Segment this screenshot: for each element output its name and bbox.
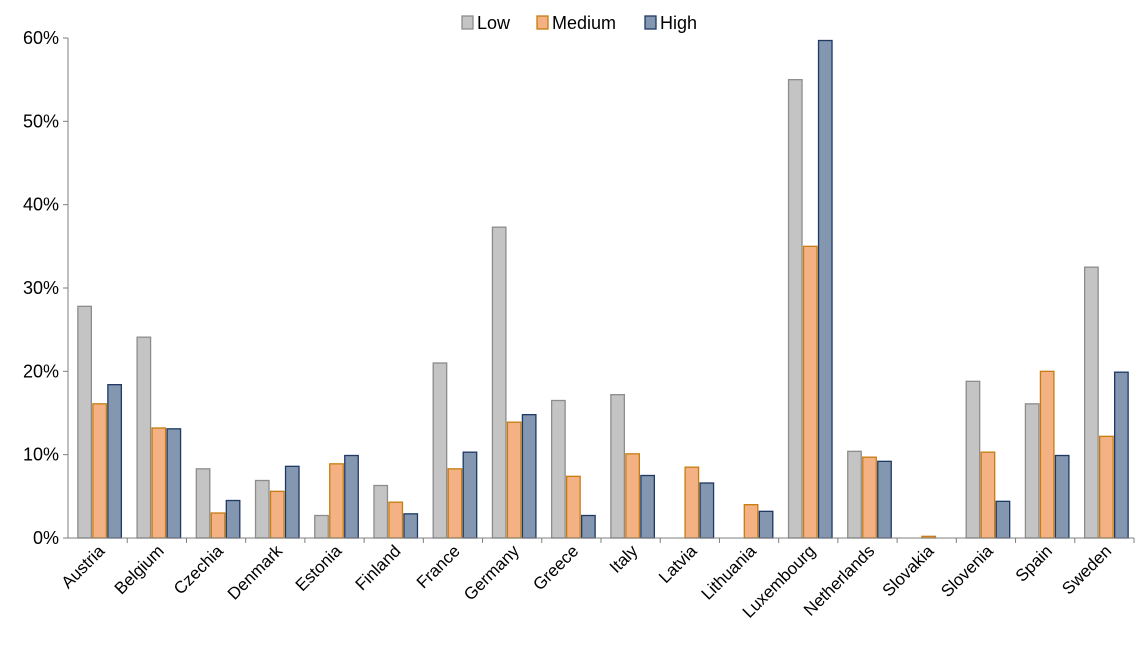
bar-high-slovenia: [995, 500, 1011, 539]
bar-high-spain: [1054, 454, 1070, 539]
legend-swatch-high: [644, 15, 657, 30]
bar-high-estonia: [344, 454, 359, 539]
bar-low-france: [432, 362, 448, 539]
x-category-label: Lithuania: [698, 541, 761, 604]
x-category-label: Greece: [529, 541, 582, 594]
legend-swatch-medium: [536, 15, 549, 30]
legend-label-low: Low: [477, 13, 511, 33]
x-category-label: Finland: [352, 541, 405, 594]
bar-low-belgium: [136, 336, 152, 539]
bar-high-latvia: [699, 482, 715, 539]
bar-medium-belgium: [151, 427, 167, 539]
y-tick-label: 10%: [23, 445, 59, 465]
bar-high-denmark: [284, 465, 300, 539]
bar-medium-sweden: [1098, 435, 1114, 539]
bar-high-belgium: [166, 428, 182, 539]
bar-medium-greece: [565, 475, 581, 539]
x-category-label: Italy: [606, 541, 642, 577]
x-category-label: Czechia: [170, 541, 227, 598]
x-category-label: Latvia: [655, 541, 701, 587]
x-category-label: France: [413, 541, 464, 592]
bar-medium-luxembourg: [802, 245, 818, 539]
bar-medium-austria: [92, 403, 108, 539]
bar-low-italy: [610, 394, 626, 539]
bar-low-slovenia: [965, 380, 981, 539]
y-axis: 0% 10% 20% 30% 40% 50% 60%: [23, 28, 69, 548]
bar-low-germany: [491, 226, 507, 539]
y-tick-label: 50%: [23, 111, 59, 131]
bar-medium-france: [447, 468, 463, 539]
bar-low-sweden: [1083, 266, 1099, 539]
bar-high-austria: [107, 384, 123, 539]
y-tick-label: 30%: [23, 278, 59, 298]
bar-high-france: [462, 451, 478, 539]
bar-low-denmark: [254, 479, 270, 539]
bar-medium-czechia: [210, 512, 226, 539]
y-tick-label: 0%: [33, 528, 59, 548]
bar-low-finland: [373, 484, 389, 539]
bar-medium-netherlands: [862, 456, 877, 539]
bar-medium-germany: [506, 421, 522, 539]
bar-medium-finland: [388, 501, 404, 539]
bar-medium-denmark: [269, 490, 285, 539]
x-category-label: Sweden: [1058, 541, 1115, 598]
bar-high-finland: [403, 513, 419, 539]
x-category-label: Estonia: [292, 541, 346, 595]
legend-label-medium: Medium: [552, 13, 616, 33]
bar-medium-slovenia: [980, 451, 996, 539]
bar-medium-lithuania: [743, 504, 759, 539]
bar-medium-latvia: [684, 466, 700, 539]
bar-low-luxembourg: [787, 79, 803, 539]
x-category-label: Austria: [58, 541, 109, 592]
bar-low-greece: [550, 399, 566, 539]
x-category-label: Spain: [1012, 541, 1056, 585]
bar-high-luxembourg: [817, 39, 833, 539]
bar-medium-italy: [625, 453, 641, 539]
bar-high-greece: [580, 514, 596, 539]
bar-high-sweden: [1113, 371, 1129, 539]
bar-low-netherlands: [847, 450, 862, 539]
bar-high-netherlands: [877, 460, 892, 539]
y-tick-label: 40%: [23, 195, 59, 215]
bar-low-austria: [77, 305, 93, 539]
bar-high-italy: [640, 474, 656, 539]
legend-swatch-low: [461, 15, 474, 30]
x-category-label: Denmark: [224, 541, 287, 604]
bar-medium-estonia: [329, 463, 344, 539]
y-tick-label: 20%: [23, 361, 59, 381]
x-category-label: Slovenia: [937, 541, 997, 601]
x-category-label: Belgium: [111, 541, 168, 598]
bar-low-czechia: [195, 468, 211, 539]
bar-low-estonia: [314, 514, 329, 539]
bar-medium-spain: [1039, 370, 1055, 539]
y-tick-label: 60%: [23, 28, 59, 48]
bar-high-czechia: [225, 499, 241, 539]
bars: [77, 39, 1129, 539]
legend-label-high: High: [660, 13, 697, 33]
x-category-label: Slovakia: [879, 541, 938, 600]
bar-high-lithuania: [758, 510, 774, 539]
bar-high-germany: [521, 414, 537, 539]
legend: Low Medium High: [461, 13, 697, 33]
x-category-label: Germany: [460, 541, 523, 604]
bar-low-spain: [1024, 403, 1040, 539]
